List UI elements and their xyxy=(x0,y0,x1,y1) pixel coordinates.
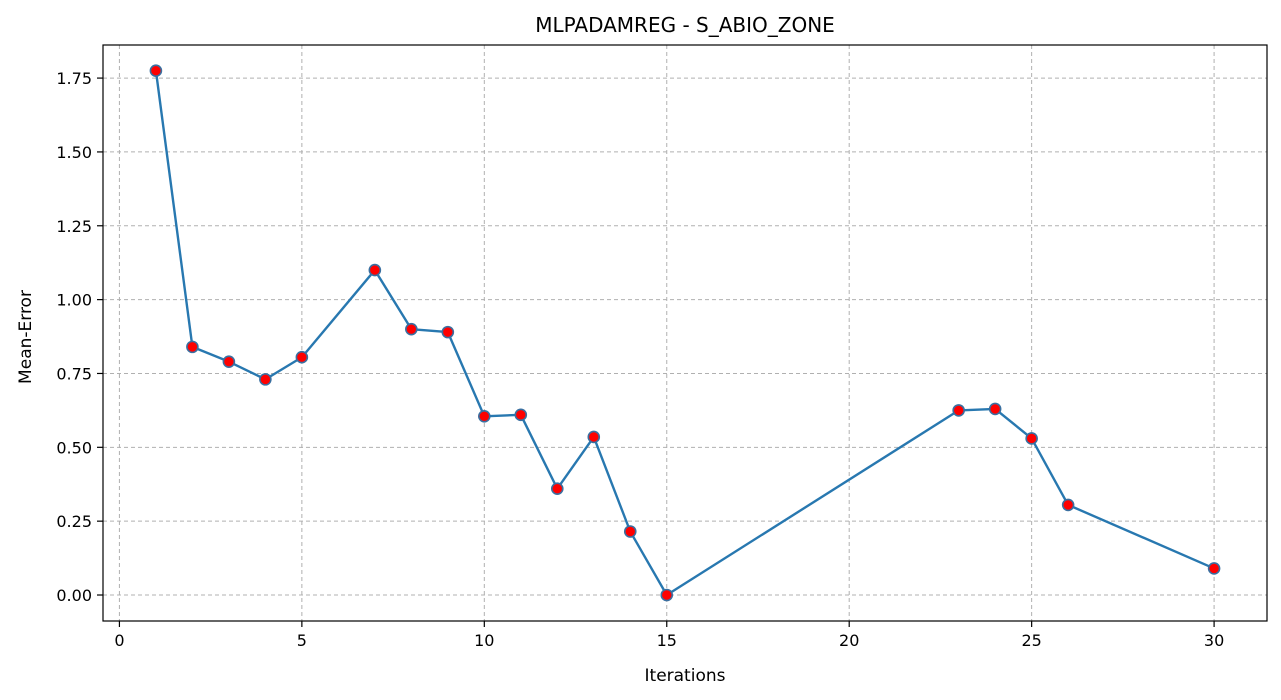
y-tick-label: 0.00 xyxy=(56,586,92,605)
y-tick-label: 0.50 xyxy=(56,438,92,457)
x-axis-title: Iterations xyxy=(645,666,726,686)
data-point xyxy=(550,482,564,495)
data-point xyxy=(149,64,163,77)
data-point xyxy=(660,588,674,602)
data-point xyxy=(952,404,965,417)
data-point xyxy=(587,430,601,444)
y-tick-label: 0.25 xyxy=(56,512,92,531)
y-axis-title: Mean-Error xyxy=(16,290,36,384)
data-point xyxy=(1207,562,1221,575)
y-tick-label: 1.50 xyxy=(56,143,92,162)
x-tick-label: 0 xyxy=(114,631,124,650)
ticks: 0 5 10 15 20 25 30 0.00 0.25 0.50 0.75 1.00 1.25 1.50… xyxy=(56,69,1224,650)
grid xyxy=(103,45,1267,621)
data-point xyxy=(478,409,491,423)
data-point xyxy=(441,325,455,339)
data-point xyxy=(623,525,637,538)
data-point xyxy=(259,373,272,386)
data-point xyxy=(514,408,528,422)
data-point xyxy=(295,350,309,364)
y-tick-label: 0.75 xyxy=(56,364,92,383)
x-tick-label: 15 xyxy=(657,631,677,650)
y-tick-label: 1.75 xyxy=(56,69,92,88)
axes xyxy=(102,44,1268,622)
series-layer xyxy=(149,64,1221,602)
chart-title: MLPADAMREG - S_ABIO_ZONE xyxy=(535,13,835,37)
x-tick-label: 20 xyxy=(839,631,859,650)
data-point xyxy=(368,263,382,277)
plot-frame xyxy=(102,44,1268,622)
x-tick-label: 10 xyxy=(474,631,494,650)
data-point xyxy=(988,402,1002,416)
data-point xyxy=(222,355,236,368)
data-point xyxy=(186,340,199,354)
data-point xyxy=(1061,498,1075,512)
y-tick-label: 1.25 xyxy=(56,217,92,236)
series-line xyxy=(154,70,1215,597)
data-point xyxy=(405,322,418,336)
x-tick-label: 30 xyxy=(1204,631,1224,650)
y-tick-label: 1.00 xyxy=(56,291,92,310)
x-tick-label: 25 xyxy=(1021,631,1041,650)
x-tick-label: 5 xyxy=(297,631,307,650)
data-point xyxy=(1025,432,1038,445)
